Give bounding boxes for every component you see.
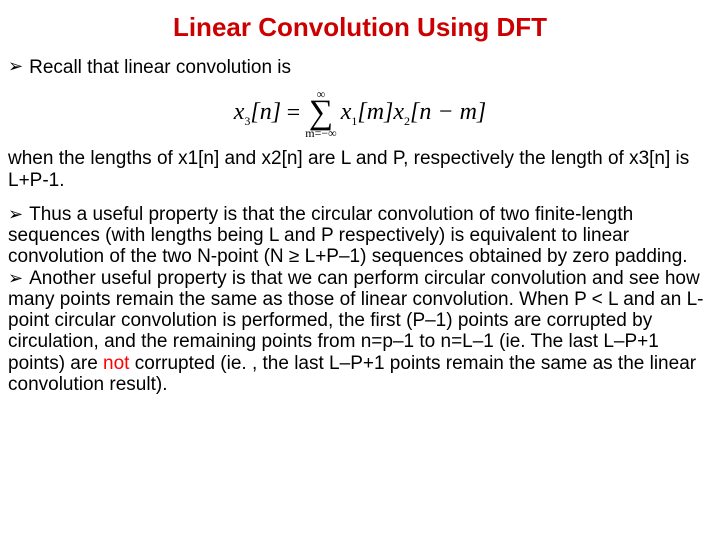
not-emphasis: not: [103, 353, 129, 374]
bullet-2-text: Thus a useful property is that the circu…: [8, 204, 688, 268]
t1-br: [m]: [357, 99, 393, 125]
convolution-formula: x3[n] = ∞ ∑ m=−∞ x1[m]x2[n − m]: [4, 89, 716, 138]
lhs-bracket: [n]: [250, 99, 281, 125]
formula-rhs: x1[m]x2[n − m]: [341, 99, 487, 129]
t2-br: [n − m]: [410, 99, 486, 125]
triangle-bullet-icon: ➢: [8, 204, 23, 224]
t1-var: x: [341, 99, 352, 125]
sigma-symbol: ∑: [309, 99, 333, 128]
triangle-bullet-icon: ➢: [8, 268, 23, 288]
bullet-item-1: ➢ Recall that linear convolution is: [4, 57, 716, 79]
page-title: Linear Convolution Using DFT: [4, 12, 716, 43]
t2-var: x: [393, 99, 404, 125]
eq-sign: =: [285, 100, 301, 127]
bullet-1-text: Recall that linear convolution is: [29, 57, 291, 79]
sigma-icon: ∞ ∑ m=−∞: [305, 89, 336, 138]
formula-lhs: x3[n]: [234, 99, 281, 129]
lhs-var: x: [234, 99, 245, 125]
paragraph-block: ➢Thus a useful property is that the circ…: [8, 204, 712, 395]
continuation-text: when the lengths of x1[n] and x2[n] are …: [8, 148, 716, 192]
sigma-bottom: m=−∞: [305, 128, 336, 138]
triangle-bullet-icon: ➢: [8, 57, 23, 77]
